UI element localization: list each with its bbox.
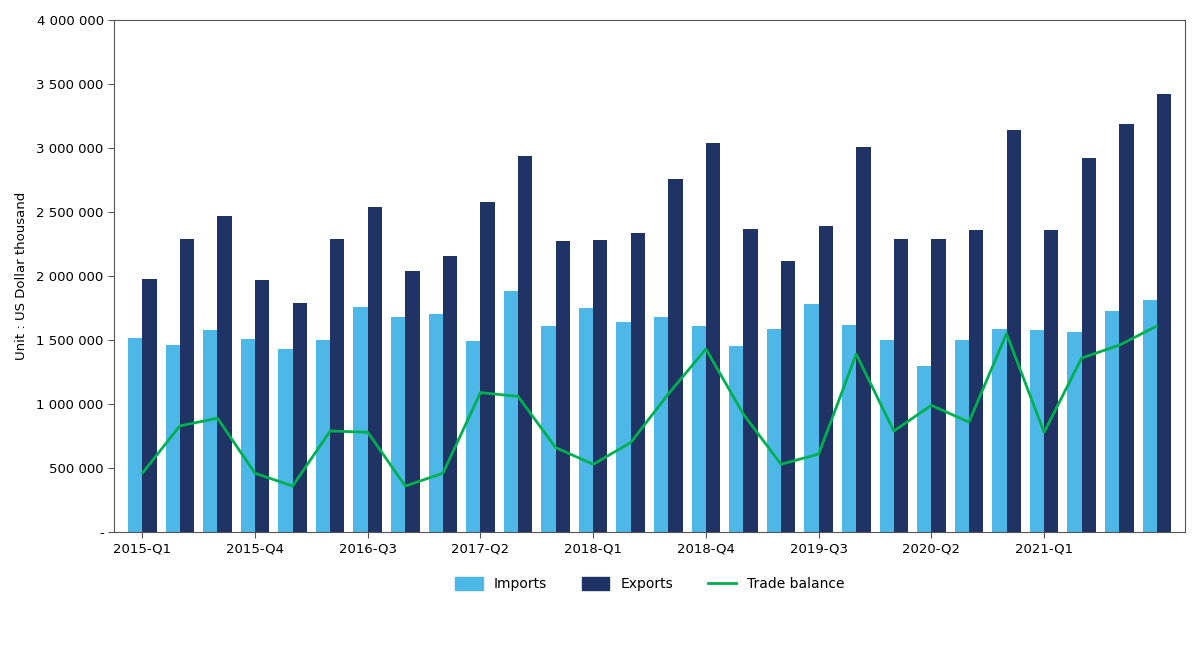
Bar: [593, 240, 607, 532]
Bar: [654, 317, 668, 532]
Bar: [367, 207, 382, 532]
Bar: [443, 256, 457, 532]
Bar: [180, 239, 194, 532]
Bar: [842, 325, 857, 532]
Bar: [128, 338, 143, 532]
Bar: [1157, 94, 1171, 532]
Bar: [767, 328, 781, 532]
Bar: [1044, 230, 1058, 532]
Bar: [203, 330, 217, 532]
Bar: [504, 292, 518, 532]
Bar: [894, 239, 908, 532]
Bar: [406, 271, 420, 532]
Bar: [917, 366, 931, 532]
Bar: [518, 156, 533, 532]
Bar: [1120, 124, 1134, 532]
Bar: [1081, 158, 1096, 532]
Bar: [730, 346, 744, 532]
Bar: [706, 143, 720, 532]
Bar: [556, 242, 570, 532]
Bar: [217, 216, 232, 532]
Bar: [1007, 130, 1021, 532]
Bar: [293, 303, 307, 532]
Bar: [818, 226, 833, 532]
Bar: [316, 340, 330, 532]
Bar: [1105, 311, 1120, 532]
Bar: [354, 307, 367, 532]
Bar: [1067, 332, 1081, 532]
Bar: [880, 340, 894, 532]
Bar: [968, 230, 983, 532]
Bar: [857, 147, 870, 532]
Bar: [617, 322, 631, 532]
Bar: [466, 342, 480, 532]
Bar: [256, 280, 269, 532]
Bar: [955, 340, 968, 532]
Bar: [931, 239, 946, 532]
Y-axis label: Unit : US Dollar thousand: Unit : US Dollar thousand: [14, 192, 28, 360]
Bar: [480, 202, 494, 532]
Bar: [781, 261, 796, 532]
Bar: [428, 315, 443, 532]
Bar: [166, 345, 180, 532]
Bar: [631, 233, 646, 532]
Bar: [992, 328, 1007, 532]
Bar: [330, 239, 344, 532]
Bar: [668, 179, 683, 532]
Bar: [1030, 330, 1044, 532]
Bar: [578, 308, 593, 532]
Legend: Imports, Exports, Trade balance: Imports, Exports, Trade balance: [449, 572, 850, 597]
Bar: [804, 304, 818, 532]
Bar: [744, 229, 757, 532]
Bar: [278, 349, 293, 532]
Bar: [541, 326, 556, 532]
Bar: [391, 317, 406, 532]
Bar: [1142, 300, 1157, 532]
Bar: [241, 339, 256, 532]
Bar: [143, 279, 156, 532]
Bar: [691, 326, 706, 532]
